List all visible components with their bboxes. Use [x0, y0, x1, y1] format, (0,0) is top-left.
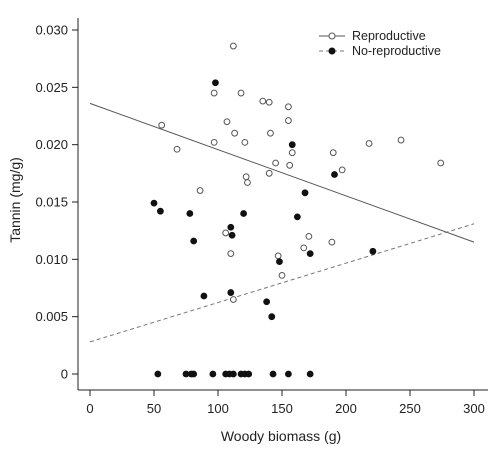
trend-line-dashed [89, 223, 475, 343]
data-point-reproductive [328, 238, 336, 246]
data-point-reproductive [267, 129, 274, 137]
x-ticks: 0 50 100 150 200 250 300 [86, 390, 485, 416]
data-point-no-reproductive [228, 231, 236, 239]
x-tick-label: 100 [207, 401, 229, 416]
legend-item-no-reproductive: No-reproductive [319, 44, 441, 58]
data-point-no-reproductive [186, 210, 194, 217]
data-point-reproductive [241, 138, 249, 146]
data-point-reproductive [365, 140, 373, 147]
data-point-reproductive [259, 97, 267, 105]
data-point-no-reproductive [301, 189, 309, 197]
data-point-reproductive [397, 136, 405, 144]
data-point-reproductive [223, 118, 231, 126]
y-tick-label: 0.025 [35, 80, 68, 95]
trend-line-solid [89, 102, 475, 243]
data-point-no-reproductive [268, 313, 276, 321]
data-point-no-reproductive [209, 370, 217, 378]
data-point-reproductive [288, 149, 296, 157]
y-tick-label: 0.005 [35, 309, 68, 324]
data-point-reproductive [285, 103, 292, 111]
x-tick-label: 150 [271, 401, 293, 416]
data-point-no-reproductive [245, 370, 253, 378]
data-point-reproductive [210, 89, 218, 97]
data-point-reproductive [222, 229, 230, 237]
data-point-reproductive [329, 149, 337, 157]
data-point-no-reproductive [331, 171, 338, 178]
y-axis-title: Tannin (mg/g) [7, 157, 23, 243]
x-tick-label: 200 [335, 401, 357, 416]
y-ticks: 0 0.005 0.010 0.015 0.020 0.025 0.030 [35, 23, 78, 382]
data-point-reproductive [231, 129, 239, 137]
legend-item-reproductive: Reproductive [319, 29, 426, 43]
data-point-reproductive [274, 252, 282, 260]
data-point-reproductive [229, 296, 237, 303]
data-point-no-reproductive [150, 199, 158, 207]
data-point-no-reproductive [306, 370, 314, 378]
data-point-reproductive [229, 42, 237, 50]
data-point-reproductive [437, 159, 445, 167]
y-tick-label: 0.010 [35, 252, 68, 267]
data-point-no-reproductive [227, 289, 235, 296]
data-point-reproductive [272, 159, 280, 167]
data-points [150, 42, 445, 378]
data-point-reproductive [278, 271, 286, 279]
x-tick-label: 0 [86, 401, 93, 416]
x-axis-title: Woody biomass (g) [221, 428, 341, 444]
data-point-no-reproductive [263, 298, 271, 306]
data-point-reproductive [286, 161, 294, 169]
data-point-no-reproductive [288, 141, 296, 149]
data-point-reproductive [158, 121, 166, 129]
data-point-no-reproductive [157, 207, 164, 215]
data-point-no-reproductive [227, 223, 235, 231]
data-point-no-reproductive [200, 292, 208, 300]
data-point-reproductive [196, 187, 204, 194]
data-point-reproductive [227, 250, 235, 258]
data-point-no-reproductive [229, 370, 237, 378]
axes [77, 18, 488, 391]
data-point-reproductive [300, 244, 308, 252]
x-tick-label: 250 [399, 401, 421, 416]
y-tick-label: 0.015 [35, 195, 68, 210]
data-point-reproductive [173, 145, 181, 153]
data-point-no-reproductive [369, 247, 377, 255]
data-point-no-reproductive [306, 250, 314, 258]
y-tick-label: 0.020 [35, 137, 68, 152]
data-point-reproductive [237, 89, 245, 97]
data-point-reproductive [285, 117, 292, 124]
legend-label-no-reproductive: No-reproductive [352, 44, 441, 58]
x-tick-label: 50 [147, 401, 161, 416]
data-point-no-reproductive [212, 79, 219, 87]
legend-open-circle-marker [328, 32, 336, 40]
data-point-no-reproductive [276, 258, 283, 266]
data-point-no-reproductive [269, 370, 277, 378]
data-point-reproductive [265, 169, 273, 177]
data-point-no-reproductive [293, 213, 301, 221]
x-tick-label: 300 [463, 401, 485, 416]
data-point-no-reproductive [190, 237, 198, 245]
data-point-reproductive [242, 173, 250, 181]
y-tick-label: 0 [61, 367, 68, 382]
data-point-no-reproductive [285, 370, 292, 378]
data-point-reproductive [244, 179, 251, 186]
legend-label-reproductive: Reproductive [352, 29, 426, 43]
data-point-reproductive [265, 98, 273, 106]
data-point-reproductive [338, 166, 346, 174]
legend: Reproductive No-reproductive [319, 29, 441, 58]
legend-filled-circle-marker [328, 47, 336, 55]
data-point-reproductive [305, 233, 313, 240]
data-point-no-reproductive [190, 370, 198, 378]
y-tick-label: 0.030 [35, 23, 68, 38]
data-point-no-reproductive [240, 210, 248, 217]
data-point-no-reproductive [154, 370, 162, 378]
data-point-reproductive [210, 138, 218, 146]
trend-lines [89, 102, 475, 343]
